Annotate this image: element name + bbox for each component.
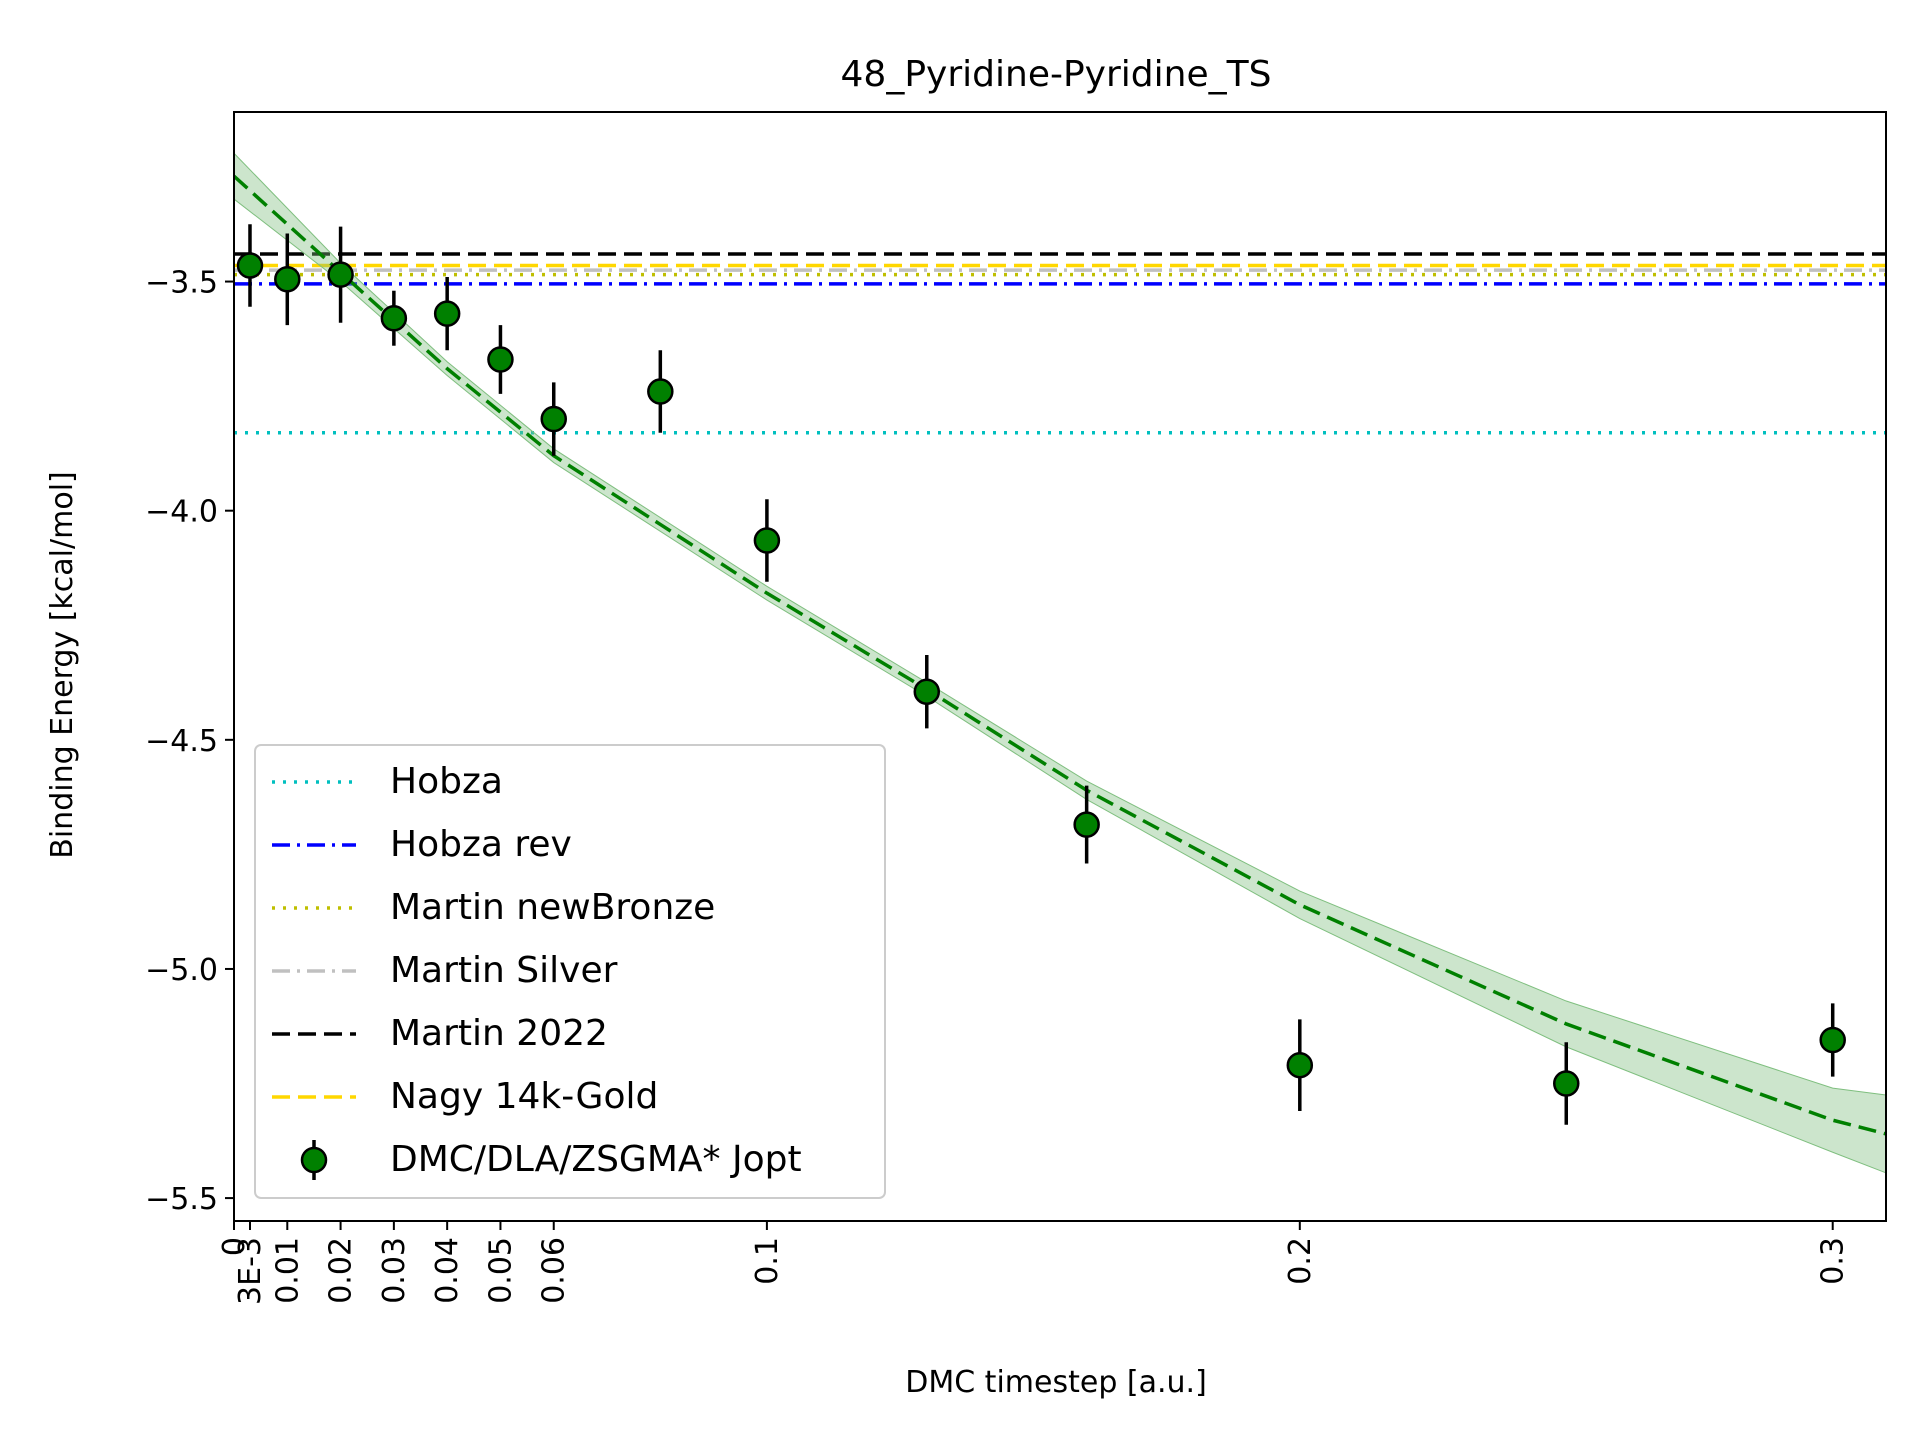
y-tick-label: −4.5 <box>145 724 218 759</box>
data-point <box>380 304 408 332</box>
data-point <box>1286 1051 1314 1079</box>
data-point <box>236 252 264 279</box>
legend-box <box>254 744 886 1199</box>
fit-confidence-band <box>234 152 1886 1174</box>
y-tick-label: −3.5 <box>145 266 218 301</box>
x-tick-label: 0.2 <box>1283 1237 1318 1285</box>
data-point <box>1553 1070 1580 1097</box>
x-axis-label: DMC timestep [a.u.] <box>905 1365 1207 1400</box>
y-tick-label: −4.0 <box>145 495 218 530</box>
legend-label: Martin 2022 <box>390 1013 608 1054</box>
y-tick-label: −5.0 <box>145 953 218 988</box>
x-tick-label: 3E-3 <box>233 1237 268 1305</box>
x-tick-label: 0.1 <box>750 1237 785 1285</box>
legend-label: Hobza rev <box>390 824 572 865</box>
y-axis-label: Binding Energy [kcal/mol] <box>45 471 80 858</box>
plot-area <box>234 152 1886 1174</box>
chart-title: 48_Pyridine-Pyridine_TS <box>841 54 1272 95</box>
y-tick-label: −5.5 <box>145 1182 218 1217</box>
data-point <box>274 266 301 293</box>
legend: Hobza Hobza rev Martin newBronze Martin Sil… <box>254 744 886 1199</box>
data-point <box>1819 1026 1846 1054</box>
axes: −3.5 −4.0 −4.5 −5.0 −5.5 03E-3 0.01 0.02 0.03 0.0… <box>145 111 1887 1305</box>
data-point <box>487 346 514 373</box>
fit-line <box>234 174 1886 1136</box>
data-point <box>913 678 941 705</box>
data-point <box>647 378 674 405</box>
legend-label: Nagy 14k-Gold <box>390 1076 658 1117</box>
x-tick-label: 0.03 <box>377 1237 412 1304</box>
data-point <box>540 405 567 433</box>
legend-label: Martin newBronze <box>390 887 715 928</box>
x-tick-label: 0.3 <box>1816 1237 1851 1285</box>
x-tick-label: 0.06 <box>537 1237 572 1304</box>
x-tick-label: 0.02 <box>324 1237 359 1304</box>
data-point <box>753 527 781 554</box>
legend-swatch <box>300 1146 328 1174</box>
axes-frame <box>233 111 1887 1222</box>
data-point <box>433 300 461 327</box>
x-tick-label: 0.01 <box>270 1237 305 1304</box>
data-point <box>1073 811 1100 838</box>
legend-label: DMC/DLA/ZSGMA* Jopt <box>390 1139 802 1180</box>
x-tick-label: 0 <box>217 1237 252 1256</box>
legend-label: Martin Silver <box>390 950 618 991</box>
x-tick-label: 0.05 <box>483 1237 518 1304</box>
plot-content <box>234 152 1886 1174</box>
legend-label: Hobza <box>390 761 503 802</box>
x-tick-label: 0.04 <box>430 1237 465 1304</box>
data-point <box>327 261 354 288</box>
